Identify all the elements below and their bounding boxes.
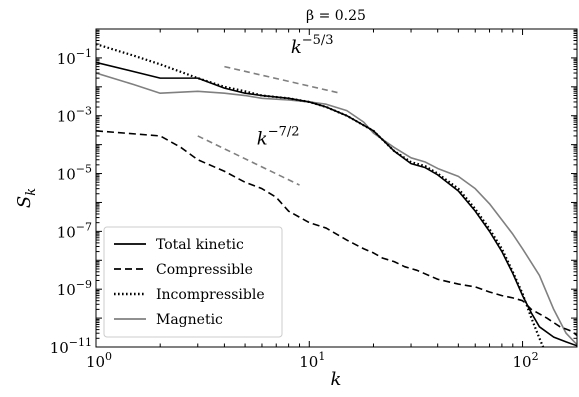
slope-annotation-0: k−5/3 xyxy=(291,33,334,58)
y-tick-label: 10−3 xyxy=(57,105,92,126)
annotations: k−5/3 k−7/2 xyxy=(257,33,334,150)
legend-label-incompressible: Incompressible xyxy=(156,287,265,303)
x-tick-label: 100 xyxy=(86,350,112,371)
axes xyxy=(95,28,578,348)
y-tick-label: 10−9 xyxy=(57,278,92,299)
x-tick-label: 102 xyxy=(513,350,539,371)
y-tick-label: 10−5 xyxy=(57,163,92,184)
legend-label-magnetic: Magnetic xyxy=(156,312,223,328)
reference-line-0 xyxy=(224,65,341,95)
x-tick-label: 101 xyxy=(299,350,325,371)
series-line-magnetic xyxy=(96,72,577,346)
series-line-incompressible xyxy=(96,43,545,347)
legend-label-total-kinetic: Total kinetic xyxy=(156,237,244,253)
series-line-total-kinetic xyxy=(96,61,577,347)
slope-annotation-1: k−7/2 xyxy=(257,125,300,150)
reference-line-1 xyxy=(197,135,300,186)
y-tick-label: 10−11 xyxy=(50,336,92,357)
plot-frame xyxy=(95,28,578,348)
x-axis-label: k xyxy=(331,369,342,390)
legend-box xyxy=(103,226,283,338)
y-axis-label: Sk xyxy=(14,188,39,208)
ticks: 100 101 102 10−11 10−9 10−7 10−5 10−3 10−1 xyxy=(50,28,577,371)
y-tick-label: 10−7 xyxy=(57,220,92,241)
series-line-compressible xyxy=(96,130,577,337)
legend: Total kinetic Compressible Incompressible M… xyxy=(103,226,283,338)
legend-label-compressible: Compressible xyxy=(156,262,253,278)
chart-title: β = 0.25 xyxy=(306,8,366,24)
y-tick-label: 10−1 xyxy=(57,47,92,68)
plot-lines xyxy=(96,43,577,347)
